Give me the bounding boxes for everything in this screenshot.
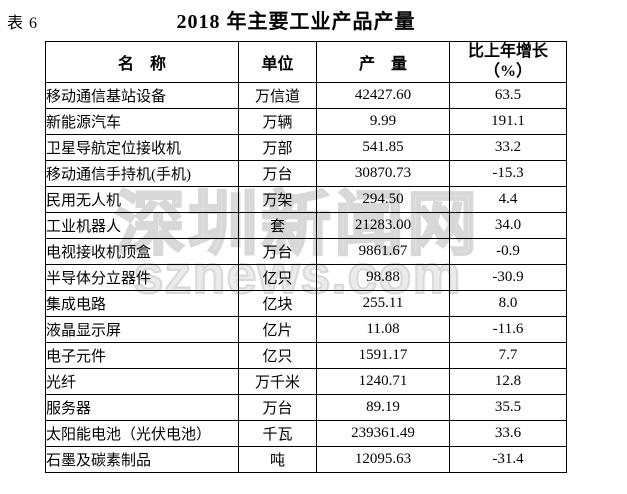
product-unit-cell: 亿只 <box>238 342 317 369</box>
product-name-cell: 光纤 <box>45 368 239 395</box>
product-output-cell: 541.85 <box>316 134 450 161</box>
table-header: 名 称 单位 产 量 比上年增长 （%） <box>45 41 567 83</box>
product-unit-cell: 万千米 <box>238 368 317 395</box>
product-output-cell: 30870.73 <box>316 160 450 187</box>
product-growth-cell: 12.8 <box>449 368 567 395</box>
product-growth-cell: -11.6 <box>449 316 567 343</box>
table-row: 服务器 万台 89.19 35.5 <box>45 394 567 421</box>
product-unit-cell: 万信道 <box>238 82 317 109</box>
product-output-cell: 89.19 <box>316 394 450 421</box>
product-name-cell: 服务器 <box>45 394 239 421</box>
product-name-cell: 集成电路 <box>45 290 239 317</box>
product-unit-cell: 亿片 <box>238 316 317 343</box>
product-name-cell: 卫星导航定位接收机 <box>45 134 239 161</box>
product-output-cell: 11.08 <box>316 316 450 343</box>
product-name-cell: 电视接收机顶盒 <box>45 238 239 265</box>
product-growth-cell: 35.5 <box>449 394 567 421</box>
product-growth-cell: 33.6 <box>449 420 567 447</box>
product-growth-cell: -30.9 <box>449 264 567 291</box>
product-growth-cell: 33.2 <box>449 134 567 161</box>
product-name-cell: 移动通信手持机(手机) <box>45 160 239 187</box>
industrial-output-table: 名 称 单位 产 量 比上年增长 （%） 移动通信基站设备 万信道 42427.… <box>45 41 567 473</box>
col-header-output: 产 量 <box>316 41 450 83</box>
table-row: 工业机器人 套 21283.00 34.0 <box>45 212 567 239</box>
product-output-cell: 294.50 <box>316 186 450 213</box>
table-row: 石墨及碳素制品 吨 12095.63 -31.4 <box>45 446 567 473</box>
product-name-cell: 工业机器人 <box>45 212 239 239</box>
product-output-cell: 9.99 <box>316 108 450 135</box>
product-output-cell: 12095.63 <box>316 446 450 473</box>
product-growth-cell: 63.5 <box>449 82 567 109</box>
product-growth-cell: -0.9 <box>449 238 567 265</box>
product-unit-cell: 套 <box>238 212 317 239</box>
product-unit-cell: 千瓦 <box>238 420 317 447</box>
product-output-cell: 98.88 <box>316 264 450 291</box>
table-row: 太阳能电池（光伏电池） 千瓦 239361.49 33.6 <box>45 420 567 447</box>
header-row: 名 称 单位 产 量 比上年增长 （%） <box>45 41 567 83</box>
table-row: 移动通信基站设备 万信道 42427.60 63.5 <box>45 82 567 109</box>
product-name-cell: 移动通信基站设备 <box>45 82 239 109</box>
product-output-cell: 42427.60 <box>316 82 450 109</box>
product-growth-cell: 34.0 <box>449 212 567 239</box>
col-header-growth: 比上年增长 （%） <box>449 41 567 83</box>
product-name-cell: 半导体分立器件 <box>45 264 239 291</box>
table-row: 移动通信手持机(手机) 万台 30870.73 -15.3 <box>45 160 567 187</box>
product-unit-cell: 万台 <box>238 394 317 421</box>
product-output-cell: 255.11 <box>316 290 450 317</box>
product-name-cell: 石墨及碳素制品 <box>45 446 239 473</box>
product-name-cell: 新能源汽车 <box>45 108 239 135</box>
product-unit-cell: 万辆 <box>238 108 317 135</box>
product-output-cell: 1591.17 <box>316 342 450 369</box>
product-output-cell: 21283.00 <box>316 212 450 239</box>
table-row: 液晶显示屏 亿片 11.08 -11.6 <box>45 316 567 343</box>
product-unit-cell: 万部 <box>238 134 317 161</box>
product-growth-cell: 4.4 <box>449 186 567 213</box>
product-name-cell: 太阳能电池（光伏电池） <box>45 420 239 447</box>
product-name-cell: 民用无人机 <box>45 186 239 213</box>
table-row: 半导体分立器件 亿只 98.88 -30.9 <box>45 264 567 291</box>
table-row: 光纤 万千米 1240.71 12.8 <box>45 368 567 395</box>
product-unit-cell: 万台 <box>238 160 317 187</box>
table-row: 电视接收机顶盒 万台 9861.67 -0.9 <box>45 238 567 265</box>
product-unit-cell: 吨 <box>238 446 317 473</box>
col-header-unit: 单位 <box>238 41 317 83</box>
table-row: 新能源汽车 万辆 9.99 191.1 <box>45 108 567 135</box>
product-output-cell: 9861.67 <box>316 238 450 265</box>
product-name-cell: 液晶显示屏 <box>45 316 239 343</box>
product-name-cell: 电子元件 <box>45 342 239 369</box>
product-growth-cell: -31.4 <box>449 446 567 473</box>
table-label: 表 6 <box>7 15 39 32</box>
product-output-cell: 1240.71 <box>316 368 450 395</box>
page-title: 2018 年主要工业产品产量 <box>176 11 416 33</box>
product-unit-cell: 亿块 <box>238 290 317 317</box>
table-row: 卫星导航定位接收机 万部 541.85 33.2 <box>45 134 567 161</box>
product-unit-cell: 万台 <box>238 238 317 265</box>
table-row: 电子元件 亿只 1591.17 7.7 <box>45 342 567 369</box>
product-unit-cell: 万架 <box>238 186 317 213</box>
col-header-name: 名 称 <box>45 41 239 83</box>
table-row: 集成电路 亿块 255.11 8.0 <box>45 290 567 317</box>
product-growth-cell: -15.3 <box>449 160 567 187</box>
table-body: 移动通信基站设备 万信道 42427.60 63.5 新能源汽车 万辆 9.99… <box>45 82 567 473</box>
product-growth-cell: 7.7 <box>449 342 567 369</box>
table-row: 民用无人机 万架 294.50 4.4 <box>45 186 567 213</box>
product-growth-cell: 191.1 <box>449 108 567 135</box>
product-unit-cell: 亿只 <box>238 264 317 291</box>
product-output-cell: 239361.49 <box>316 420 450 447</box>
product-growth-cell: 8.0 <box>449 290 567 317</box>
